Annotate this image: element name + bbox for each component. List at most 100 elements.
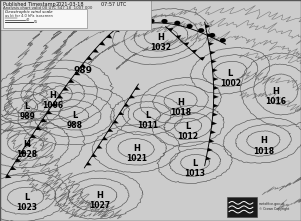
Circle shape bbox=[118, 15, 123, 19]
Text: H: H bbox=[260, 137, 267, 145]
Text: L: L bbox=[192, 159, 198, 168]
Polygon shape bbox=[211, 60, 216, 63]
Text: 1028: 1028 bbox=[17, 150, 38, 159]
Circle shape bbox=[198, 28, 204, 33]
Polygon shape bbox=[80, 64, 86, 68]
Circle shape bbox=[174, 21, 180, 25]
Text: metoffice.gov.uk
© Crown Copyright: metoffice.gov.uk © Crown Copyright bbox=[259, 202, 289, 211]
Polygon shape bbox=[57, 95, 63, 98]
Polygon shape bbox=[63, 87, 69, 91]
Polygon shape bbox=[74, 71, 80, 75]
Text: H: H bbox=[49, 91, 56, 100]
Text: L: L bbox=[72, 111, 77, 120]
Text: 2021-03-18: 2021-03-18 bbox=[56, 2, 84, 7]
Polygon shape bbox=[93, 49, 99, 53]
Circle shape bbox=[134, 21, 139, 25]
Polygon shape bbox=[92, 154, 97, 157]
Text: 989: 989 bbox=[19, 112, 35, 121]
Text: H: H bbox=[158, 33, 164, 42]
Polygon shape bbox=[30, 134, 36, 138]
Polygon shape bbox=[214, 86, 219, 90]
Text: 40: 40 bbox=[26, 18, 30, 22]
Polygon shape bbox=[200, 57, 205, 61]
Text: 989: 989 bbox=[73, 66, 92, 75]
Text: L: L bbox=[145, 111, 150, 120]
Text: 55: 55 bbox=[34, 20, 38, 24]
Text: 1002: 1002 bbox=[220, 79, 241, 88]
Circle shape bbox=[148, 19, 154, 23]
Polygon shape bbox=[210, 130, 216, 134]
Polygon shape bbox=[106, 34, 112, 38]
Polygon shape bbox=[130, 16, 135, 20]
FancyBboxPatch shape bbox=[227, 197, 257, 217]
Circle shape bbox=[209, 33, 215, 37]
Polygon shape bbox=[207, 148, 213, 151]
Circle shape bbox=[123, 21, 129, 26]
Polygon shape bbox=[113, 120, 119, 123]
Polygon shape bbox=[184, 42, 189, 46]
Polygon shape bbox=[86, 162, 92, 165]
Text: 1018: 1018 bbox=[170, 108, 191, 117]
Text: 1021: 1021 bbox=[126, 154, 147, 163]
Text: Analysis chart valid 00 UTC 547 18  1007 000: Analysis chart valid 00 UTC 547 18 1007 … bbox=[3, 6, 92, 10]
Polygon shape bbox=[102, 137, 108, 140]
Text: 1027: 1027 bbox=[89, 201, 110, 210]
Polygon shape bbox=[25, 142, 31, 146]
Polygon shape bbox=[51, 103, 57, 106]
Polygon shape bbox=[114, 28, 119, 32]
Polygon shape bbox=[129, 95, 135, 98]
Polygon shape bbox=[68, 79, 74, 83]
Polygon shape bbox=[5, 174, 11, 178]
Text: 07:57 UTC: 07:57 UTC bbox=[101, 2, 126, 7]
Polygon shape bbox=[207, 33, 212, 37]
Text: H: H bbox=[134, 144, 140, 153]
FancyBboxPatch shape bbox=[0, 0, 150, 30]
Text: 1018: 1018 bbox=[253, 147, 274, 156]
Text: L: L bbox=[185, 122, 191, 131]
Polygon shape bbox=[108, 128, 113, 132]
Polygon shape bbox=[46, 110, 52, 114]
Circle shape bbox=[140, 18, 145, 22]
Polygon shape bbox=[192, 50, 197, 53]
Polygon shape bbox=[119, 112, 124, 115]
Text: H: H bbox=[177, 98, 184, 107]
Circle shape bbox=[95, 11, 101, 15]
Polygon shape bbox=[41, 118, 47, 122]
Circle shape bbox=[187, 24, 193, 29]
Text: H: H bbox=[96, 191, 103, 200]
Polygon shape bbox=[10, 166, 16, 170]
Polygon shape bbox=[146, 19, 150, 23]
Polygon shape bbox=[205, 25, 210, 28]
Text: 1016: 1016 bbox=[265, 97, 286, 106]
Polygon shape bbox=[86, 56, 92, 60]
Circle shape bbox=[135, 20, 141, 24]
Polygon shape bbox=[176, 35, 181, 39]
Text: 1012: 1012 bbox=[178, 132, 199, 141]
Polygon shape bbox=[213, 77, 218, 81]
Polygon shape bbox=[209, 139, 214, 143]
Polygon shape bbox=[124, 22, 129, 26]
Polygon shape bbox=[213, 104, 218, 107]
Polygon shape bbox=[213, 113, 218, 116]
Polygon shape bbox=[206, 157, 211, 160]
Polygon shape bbox=[97, 145, 102, 149]
Text: 1013: 1013 bbox=[185, 169, 206, 178]
Polygon shape bbox=[36, 126, 42, 130]
Text: 1006: 1006 bbox=[42, 101, 63, 110]
Polygon shape bbox=[209, 42, 214, 46]
Polygon shape bbox=[124, 103, 129, 107]
Text: L: L bbox=[24, 193, 30, 202]
Text: Published Timestamp: Published Timestamp bbox=[3, 2, 56, 7]
Text: L: L bbox=[228, 69, 233, 78]
Text: 1032: 1032 bbox=[150, 43, 172, 52]
Text: 988: 988 bbox=[67, 121, 83, 130]
Text: L: L bbox=[24, 102, 30, 111]
Polygon shape bbox=[135, 87, 140, 90]
Text: Geostrophic wind scale: Geostrophic wind scale bbox=[5, 10, 53, 14]
Polygon shape bbox=[20, 150, 26, 154]
Polygon shape bbox=[213, 69, 217, 72]
Text: 1011: 1011 bbox=[137, 121, 158, 130]
Text: H: H bbox=[24, 140, 30, 149]
Circle shape bbox=[220, 38, 226, 42]
Polygon shape bbox=[210, 51, 215, 55]
